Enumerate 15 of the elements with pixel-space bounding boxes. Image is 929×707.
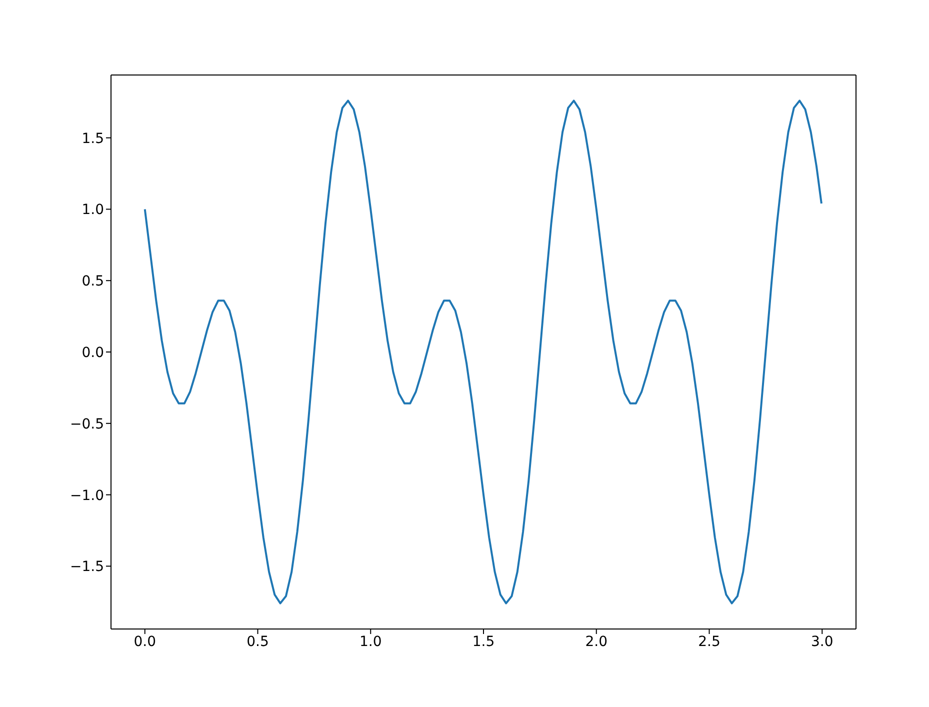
- y-tick-label: 0.0: [82, 344, 104, 361]
- x-tick-label: 1.0: [359, 634, 382, 650]
- x-tick-label: 2.0: [585, 634, 608, 650]
- x-tick-label: 0.0: [134, 634, 156, 650]
- x-tick-label: 3.0: [811, 634, 834, 650]
- y-tick-label: 1.0: [82, 202, 104, 218]
- y-tick-label: −1.5: [70, 559, 104, 576]
- y-tick-label: 1.5: [82, 130, 104, 147]
- x-tick-label: 0.5: [246, 634, 269, 650]
- y-tick-label: −1.0: [70, 488, 104, 504]
- x-tick-label: 1.5: [472, 634, 495, 650]
- y-tick-label: 0.5: [82, 274, 104, 290]
- line-series: [144, 100, 822, 604]
- x-tick-label: 2.5: [698, 634, 720, 650]
- y-tick-label: −0.5: [70, 416, 104, 432]
